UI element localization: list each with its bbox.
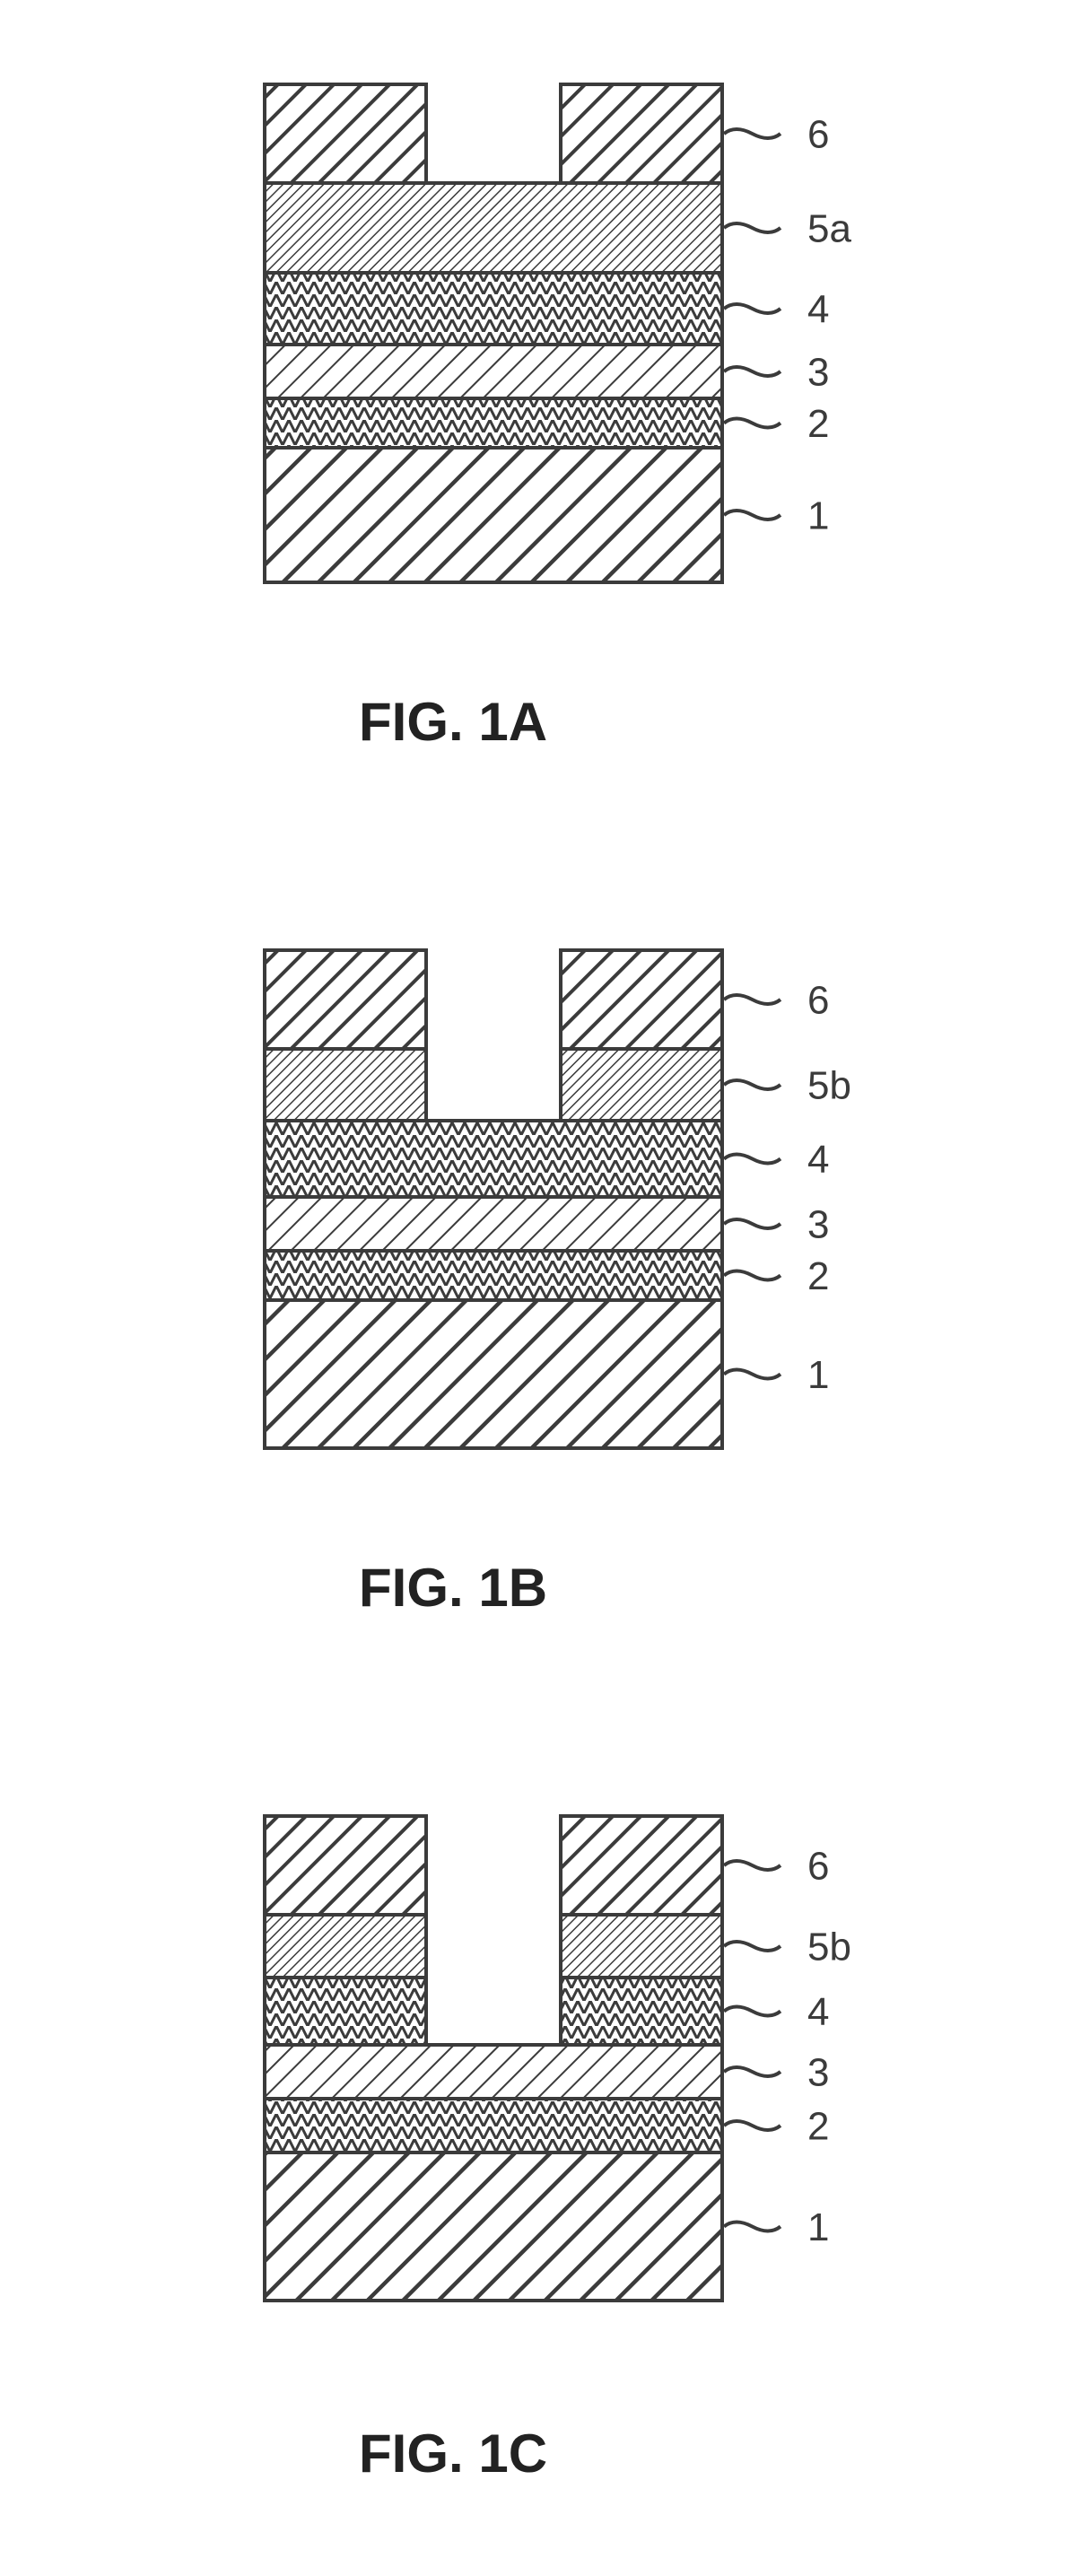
fig1a-label-2: 2 (807, 402, 829, 446)
fig1a-label-5a: 5a (807, 206, 851, 250)
fig1a: 6 5a 4 3 2 1 (0, 81, 1090, 586)
fig1c-label-3: 3 (807, 2050, 829, 2094)
fig1b: 6 5b 4 3 2 1 (0, 947, 1090, 1452)
fig1c: 6 5b 4 3 2 1 (0, 1812, 1090, 2304)
fig1b-label-3: 3 (807, 1202, 829, 1246)
fig1b-label-5b: 5b (807, 1063, 851, 1107)
fig1a-label-3: 3 (807, 350, 829, 394)
fig1c-svg: 6 5b 4 3 2 1 (0, 1812, 1090, 2304)
fig1c-caption: FIG. 1C (359, 2423, 547, 2484)
fig1c-label-4: 4 (807, 1990, 829, 2034)
fig1b-caption: FIG. 1B (359, 1557, 547, 1619)
fig1b-label-1: 1 (807, 1353, 829, 1397)
fig1a-svg: 6 5a 4 3 2 1 (0, 81, 1090, 586)
fig1c-label-1: 1 (807, 2205, 829, 2249)
fig1a-label-1: 1 (807, 493, 829, 537)
fig1b-label-6: 6 (807, 978, 829, 1022)
fig1c-label-6: 6 (807, 1844, 829, 1888)
fig1c-label-2: 2 (807, 2104, 829, 2148)
fig1a-caption: FIG. 1A (359, 691, 547, 753)
fig1a-label-6: 6 (807, 112, 829, 156)
fig1c-label-5b: 5b (807, 1925, 851, 1969)
fig1a-label-4: 4 (807, 287, 829, 331)
fig1b-label-4: 4 (807, 1138, 829, 1182)
fig1b-svg: 6 5b 4 3 2 1 (0, 947, 1090, 1452)
page: 6 5a 4 3 2 1 FIG. 1A 6 5b 4 3 2 1 FIG. 1B 6 5b 4 3 2 1 FIG. … (0, 0, 1090, 2576)
fig1b-label-2: 2 (807, 1254, 829, 1298)
